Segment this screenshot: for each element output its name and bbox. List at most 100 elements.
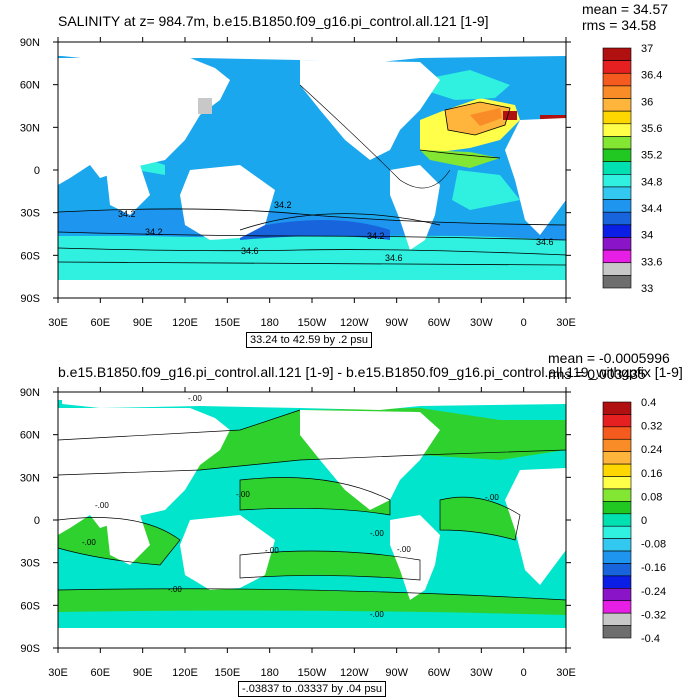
bottom-colorbar-swatch (602, 414, 632, 428)
top-ytick-label: 60N (20, 80, 40, 92)
bottom-antarctica (58, 628, 566, 648)
top-xtick-label: 90E (133, 317, 153, 329)
top-xtick-label: 0 (521, 317, 527, 329)
bottom-colorbar-swatch (602, 600, 632, 614)
top-contour-label-6: 34.6 (385, 253, 403, 263)
bottom-colorbar-swatch (602, 538, 632, 552)
bottom-mean: mean = -0.0005996 (548, 350, 670, 366)
top-med-outflow (503, 111, 517, 120)
bottom-contour-label-6: -.00 (370, 529, 384, 538)
top-colorbar-swatch (602, 72, 632, 87)
top-colorbar-label: 37 (641, 43, 653, 55)
top-contour-label-4: 34.2 (367, 231, 385, 241)
bottom-colorbar-swatch (602, 588, 632, 602)
bottom-ytick-label: 90N (20, 387, 40, 399)
bottom-colorbar-swatch (602, 451, 632, 465)
bottom-contour-label-8: -.00 (168, 585, 182, 594)
bottom-contour-label-1: -.00 (188, 394, 202, 403)
top-colorbar-label: 33 (641, 283, 653, 295)
bottom-colorbar-swatch (602, 525, 632, 539)
top-xtick-label: 30E (556, 317, 576, 329)
bottom-rms: rms = 0.003435 (548, 366, 646, 382)
top-xtick-label: 90W (385, 317, 408, 329)
top-colorbar-swatch (602, 262, 632, 276)
bottom-colorbar-label: -0.08 (641, 539, 666, 551)
top-xtick-label: 120E (172, 317, 198, 329)
bottom-colorbar-swatch (602, 488, 632, 502)
bottom-colorbar-swatch (602, 476, 632, 490)
bottom-caption: -.03837 to .03337 by .04 psu (238, 681, 387, 697)
bottom-xtick-label: 60W (428, 667, 451, 679)
top-ytick-label: 0 (34, 165, 40, 177)
top-xtick-label: 30W (470, 317, 493, 329)
bottom-colorbar-swatch (602, 563, 632, 577)
bottom-colorbar-swatch (602, 550, 632, 564)
bottom-colorbar-swatch (602, 463, 632, 477)
top-contour-label-2: 34.2 (145, 227, 163, 237)
top-colorbar-label: 35.2 (641, 150, 662, 162)
top-colorbar-swatch (602, 174, 632, 188)
bottom-contour-label-2: -.00 (95, 501, 109, 510)
bottom-colorbar-label: 0.4 (641, 397, 656, 409)
bottom-xtick-label: 0 (521, 667, 527, 679)
bottom-colorbar-swatch (602, 501, 632, 515)
bottom-title: b.e15.B1850.f09_g16.pi_control.all.121 [… (58, 364, 683, 380)
bottom-colorbar-label: 0 (641, 515, 647, 527)
bottom-colorbar-label: 0.32 (641, 421, 662, 433)
bottom-colorbar-swatch (602, 575, 632, 589)
bottom-ytick-label: 90S (20, 643, 40, 655)
bottom-contour-label-4: -.00 (236, 490, 250, 499)
bottom-colorbar-swatch (602, 513, 632, 527)
top-caption: 33.24 to 42.59 by .2 psu (246, 332, 373, 348)
top-north-america (300, 60, 440, 160)
top-colorbar-label: 33.6 (641, 256, 662, 268)
top-south-america (390, 165, 440, 250)
top-contour-label-3: 34.2 (274, 200, 292, 210)
bottom-colorbar-label: 0.24 (641, 444, 662, 456)
bottom-xtick-label: 30E (48, 667, 68, 679)
top-ytick-label: 90N (20, 37, 40, 49)
top-colorbar-swatch (602, 47, 632, 61)
bottom-colorbar-label: -0.32 (641, 609, 666, 621)
top-colorbar-swatch (602, 123, 632, 137)
bottom-contour-labels: -.00 -.00 -.00 -.00 -.00 -.00 -.00 -.00 … (82, 394, 499, 619)
top-colorbar-label: 34.4 (641, 203, 662, 215)
bottom-ytick-label: 60S (20, 600, 40, 612)
bottom-xtick-label: 180 (260, 667, 278, 679)
bottom-contour-label-10: -.00 (485, 493, 499, 502)
bottom-xtick-label: 90W (385, 667, 408, 679)
top-contour-label-7: 34.6 (536, 237, 554, 247)
top-colorbar-swatch (602, 249, 632, 264)
bottom-colorbar-label: 0.08 (641, 491, 662, 503)
bottom-colorbar-swatch (602, 401, 632, 415)
bottom-contour-label-5: -.00 (265, 546, 279, 555)
top-colorbar-swatch (602, 161, 632, 175)
top-colorbar-swatch (602, 110, 632, 125)
top-rms: rms = 34.58 (582, 17, 657, 33)
top-antarctica (58, 280, 566, 298)
bottom-contour-label-9: -.00 (370, 610, 384, 619)
bottom-xtick-label: 60E (91, 667, 111, 679)
top-southern-ring (58, 236, 566, 280)
top-ytick-label: 30S (20, 208, 40, 220)
top-ytick-label: 60S (20, 250, 40, 262)
top-colorbar-swatch (602, 148, 632, 162)
top-australia (180, 165, 275, 240)
top-xtick-label: 120W (340, 317, 369, 329)
top-colorbar-swatch (602, 60, 632, 74)
bottom-ytick-label: 0 (34, 515, 40, 527)
top-colorbar-swatch (602, 186, 632, 200)
bottom-xtick-label: 30E (556, 667, 576, 679)
top-colorbar-swatch (602, 136, 632, 150)
top-colorbar-swatch (602, 275, 632, 289)
top-xtick-label: 60W (428, 317, 451, 329)
top-xtick-label: 150E (214, 317, 240, 329)
top-colorbar-swatch (602, 211, 632, 226)
bottom-colorbar-swatch (602, 612, 632, 626)
bottom-colorbar-label: -0.24 (641, 586, 666, 598)
top-colorbar-swatch (602, 199, 632, 213)
bottom-xtick-label: 120W (340, 667, 369, 679)
bottom-colorbar-swatch (602, 625, 632, 639)
top-xtick-label: 150W (298, 317, 327, 329)
top-eurasia (58, 58, 230, 185)
